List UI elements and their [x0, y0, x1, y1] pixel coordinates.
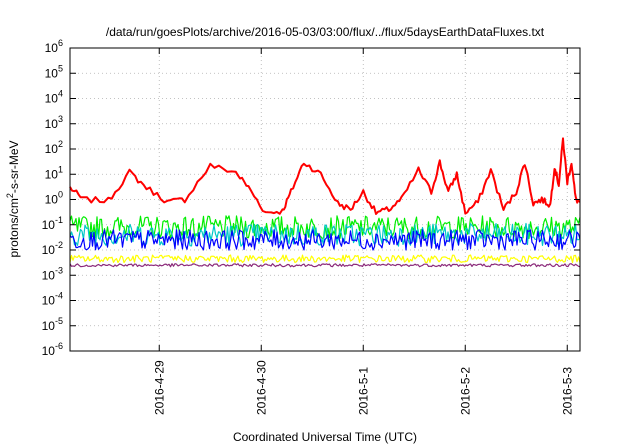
- grid-lines: [70, 48, 580, 351]
- series-line-3: [69, 222, 581, 247]
- x-tick-label: 2016-5-1: [356, 367, 370, 415]
- series-line-1: [69, 137, 581, 215]
- x-tick-label: 2016-5-2: [458, 367, 472, 415]
- x-tick-label: 2016-4-30: [254, 360, 268, 415]
- y-tick-label: 10-5: [42, 316, 63, 333]
- y-tick-label: 10-3: [42, 265, 63, 282]
- y-tick-label: 10-6: [42, 341, 63, 358]
- plot-frame: [69, 47, 581, 352]
- x-axis-label: Coordinated Universal Time (UTC): [233, 430, 417, 444]
- y-tick-label: 106: [45, 38, 63, 55]
- y-tick-label: 103: [45, 114, 63, 131]
- y-tick-label: 10-1: [42, 215, 63, 232]
- series-line-4: [69, 229, 581, 251]
- y-tick-label: 102: [45, 139, 63, 156]
- chart-title: /data/run/goesPlots/archive/2016-05-03/0…: [106, 25, 545, 39]
- y-tick-label: 104: [45, 89, 63, 106]
- y-axis-label: protons/cm2-s-sr-MeV: [5, 140, 21, 257]
- y-tick-label: 105: [45, 63, 63, 80]
- x-axis-ticks: 2016-4-29 2016-4-30 2016-5-1 2016-5-2 2016-5…: [152, 48, 574, 415]
- y-tick-label: 100: [45, 190, 63, 207]
- x-tick-label: 2016-5-3: [560, 367, 574, 415]
- y-tick-label: 101: [45, 164, 63, 181]
- series-group: [69, 137, 581, 268]
- y-tick-label: 10-4: [42, 291, 63, 308]
- x-tick-label: 2016-4-29: [152, 360, 166, 415]
- y-tick-label: 10-2: [42, 240, 63, 257]
- series-line-6: [69, 263, 581, 268]
- series-line-5: [69, 254, 581, 264]
